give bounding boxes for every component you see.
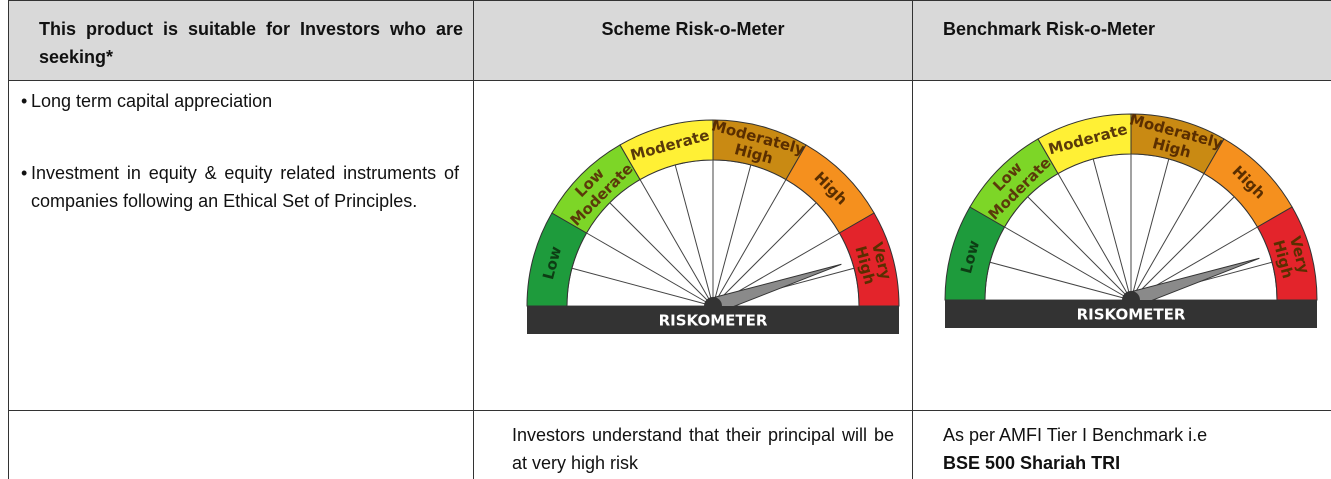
note: As per AMFI Tier I Benchmark i.e bbox=[943, 425, 1208, 445]
gauge-spoke bbox=[586, 232, 714, 307]
header-text: Scheme Risk-o-Meter bbox=[601, 19, 785, 39]
caption: RISKOMETER bbox=[659, 312, 768, 330]
benchmark-name: BSE 500 Shariah TRI bbox=[943, 453, 1121, 473]
footer-cell: As per AMFI Tier I Benchmark i.e BSE 500 … bbox=[912, 410, 1331, 479]
gauge-spoke bbox=[712, 164, 752, 307]
objective: Long term capital appreciation bbox=[31, 91, 273, 111]
caption-bar bbox=[945, 300, 1317, 328]
gauge-spoke bbox=[712, 202, 817, 307]
bullet-item: • Investment in equity & equity related i… bbox=[21, 159, 459, 215]
header-cell: This product is suitable for Investors w… bbox=[8, 0, 473, 81]
caption: RISKOMETER bbox=[1077, 306, 1186, 324]
footer-cell: Investors understand that their principa… bbox=[473, 410, 912, 479]
note: Investors understand that their principa… bbox=[512, 425, 894, 473]
gauge-spoke bbox=[1130, 158, 1170, 301]
gauge-spoke bbox=[674, 164, 714, 307]
header-text: Benchmark Risk-o-Meter bbox=[943, 19, 1156, 39]
gauge-spoke bbox=[1130, 196, 1235, 301]
gauge-spoke bbox=[1057, 173, 1132, 301]
objective: Investment in equity & equity related in… bbox=[31, 163, 459, 211]
gauge-spoke bbox=[609, 202, 714, 307]
gauge-cell bbox=[473, 80, 912, 411]
caption-bar bbox=[527, 306, 899, 334]
header-text: This product is suitable for Investors w… bbox=[39, 19, 463, 67]
bullet-item: • Long term capital appreciation bbox=[21, 87, 459, 115]
gauge-spoke bbox=[639, 179, 714, 307]
footer-cell bbox=[8, 410, 473, 479]
header-cell: Benchmark Risk-o-Meter bbox=[912, 0, 1331, 81]
gauge-spoke bbox=[1130, 173, 1205, 301]
header-cell: Scheme Risk-o-Meter bbox=[473, 0, 912, 81]
gauge-spoke bbox=[989, 261, 1132, 301]
gauge-spoke bbox=[1004, 226, 1132, 301]
objectives-cell: • Long term capital appreciation • Investm… bbox=[8, 80, 473, 411]
gauge-spoke bbox=[712, 179, 787, 307]
gauge-cell bbox=[912, 80, 1331, 411]
gauge-spoke bbox=[571, 267, 714, 307]
gauge-spoke bbox=[1027, 196, 1132, 301]
gauge-spoke bbox=[1092, 158, 1132, 301]
